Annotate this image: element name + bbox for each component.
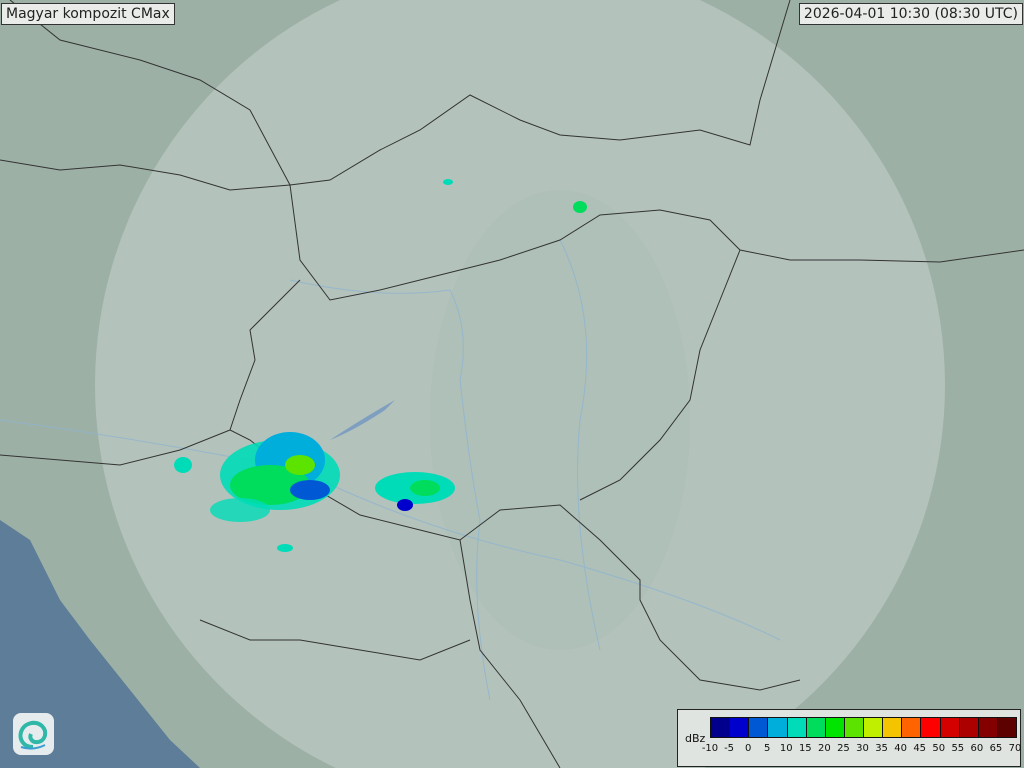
legend-tick-label: 50 — [932, 743, 946, 754]
legend-tick-label: 45 — [913, 743, 927, 754]
lake-balaton — [330, 400, 395, 440]
legend-swatch — [806, 718, 826, 737]
rivers — [0, 239, 781, 701]
legend-swatch — [902, 718, 922, 737]
legend-swatch — [730, 718, 750, 737]
legend-tick-label: 10 — [779, 743, 793, 754]
legend-tick-label: 40 — [894, 743, 907, 754]
swirl-logo-icon — [13, 713, 54, 755]
legend-tick-label: 70 — [1008, 743, 1022, 754]
legend-tick-label: 15 — [798, 743, 812, 754]
legend-tick-label: 20 — [818, 743, 831, 754]
legend-tick-label: -10 — [701, 743, 719, 754]
timestamp: 2026-04-01 10:30 (08:30 UTC) — [798, 3, 1023, 25]
legend-ticks: -10 -5 0 5 10 15 20 25 30 35 40 45 50 55 60 65 70 — [702, 743, 1022, 757]
legend-swatch — [921, 718, 941, 737]
dbz-legend: dBz -10 -5 0 5 10 15 20 25 30 35 40 45 50 55 60 65 70 — [677, 709, 1021, 767]
legend-tick-label: 65 — [989, 743, 1003, 754]
legend-unit: dBz — [685, 732, 706, 745]
product-title: Magyar kompozit CMax — [1, 3, 175, 25]
legend-swatch — [883, 718, 903, 737]
legend-swatch — [997, 718, 1016, 737]
legend-tick-label: 0 — [744, 743, 752, 754]
legend-tick-label: 30 — [856, 743, 869, 754]
great-plain — [430, 190, 690, 650]
legend-swatch — [749, 718, 769, 737]
legend-swatch — [978, 718, 998, 737]
legend-swatch — [959, 718, 979, 737]
legend-color-bar — [710, 717, 1017, 738]
legend-swatch — [844, 718, 864, 737]
legend-tick-label: 5 — [764, 743, 771, 754]
legend-swatch — [787, 718, 807, 737]
legend-tick-label: 25 — [837, 743, 850, 754]
legend-swatch — [864, 718, 884, 737]
legend-tick-label: 35 — [875, 743, 888, 754]
legend-swatch — [825, 718, 845, 737]
legend-swatch — [711, 718, 731, 737]
legend-tick-label: 55 — [951, 743, 965, 754]
legend-swatch — [940, 718, 960, 737]
radar-echoes — [174, 179, 587, 552]
legend-tick-label: 60 — [970, 743, 984, 754]
adriatic-sea — [0, 520, 200, 768]
legend-tick-label: -5 — [724, 743, 735, 754]
legend-swatch — [768, 718, 788, 737]
